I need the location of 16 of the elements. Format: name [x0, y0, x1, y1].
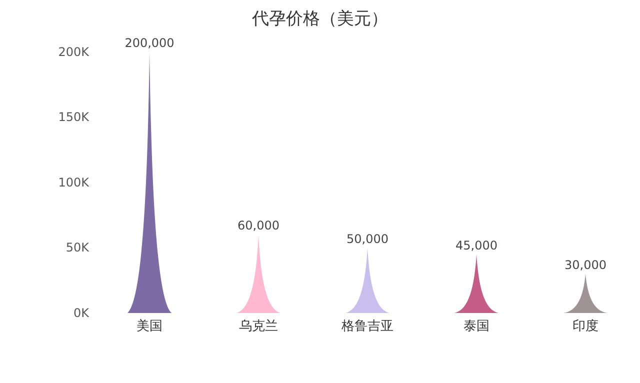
x-tick-label: 印度	[572, 318, 598, 334]
chart-title: 代孕价格（美元）	[251, 9, 388, 29]
y-tick-label: 150K	[58, 110, 90, 124]
data-label: 50,000	[346, 232, 388, 246]
x-tick-label: 乌克兰	[239, 319, 278, 334]
x-tick-label: 格鲁吉亚	[340, 319, 394, 334]
y-tick-label: 100K	[58, 175, 90, 190]
y-tick-label: 0K	[73, 306, 90, 320]
data-label: 45,000	[456, 238, 498, 252]
data-label: 30,000	[564, 258, 606, 272]
data-label: 200,000	[124, 36, 174, 50]
x-tick-label: 美国	[136, 318, 162, 334]
y-tick-label: 50K	[66, 240, 90, 255]
y-tick-label: 200K	[58, 44, 90, 59]
data-label: 60,000	[238, 218, 280, 233]
x-tick-label: 泰国	[464, 319, 490, 334]
